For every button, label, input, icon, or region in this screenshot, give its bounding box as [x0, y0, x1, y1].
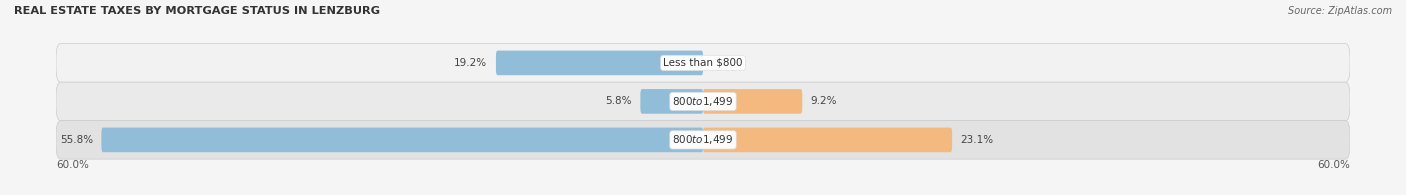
FancyBboxPatch shape: [56, 121, 1350, 159]
FancyBboxPatch shape: [56, 44, 1350, 82]
Text: 0.0%: 0.0%: [711, 58, 738, 68]
Text: Source: ZipAtlas.com: Source: ZipAtlas.com: [1288, 6, 1392, 16]
FancyBboxPatch shape: [640, 89, 703, 114]
Text: Less than $800: Less than $800: [664, 58, 742, 68]
Text: 60.0%: 60.0%: [1317, 160, 1350, 170]
Text: 5.8%: 5.8%: [606, 96, 631, 106]
Text: 55.8%: 55.8%: [60, 135, 93, 145]
FancyBboxPatch shape: [703, 128, 952, 152]
FancyBboxPatch shape: [56, 82, 1350, 121]
Text: 23.1%: 23.1%: [960, 135, 994, 145]
FancyBboxPatch shape: [496, 51, 703, 75]
Text: 19.2%: 19.2%: [454, 58, 488, 68]
Text: $800 to $1,499: $800 to $1,499: [672, 95, 734, 108]
Text: 60.0%: 60.0%: [56, 160, 89, 170]
Text: $800 to $1,499: $800 to $1,499: [672, 133, 734, 146]
Text: REAL ESTATE TAXES BY MORTGAGE STATUS IN LENZBURG: REAL ESTATE TAXES BY MORTGAGE STATUS IN …: [14, 6, 380, 16]
Text: 9.2%: 9.2%: [811, 96, 838, 106]
FancyBboxPatch shape: [101, 128, 703, 152]
FancyBboxPatch shape: [703, 89, 803, 114]
